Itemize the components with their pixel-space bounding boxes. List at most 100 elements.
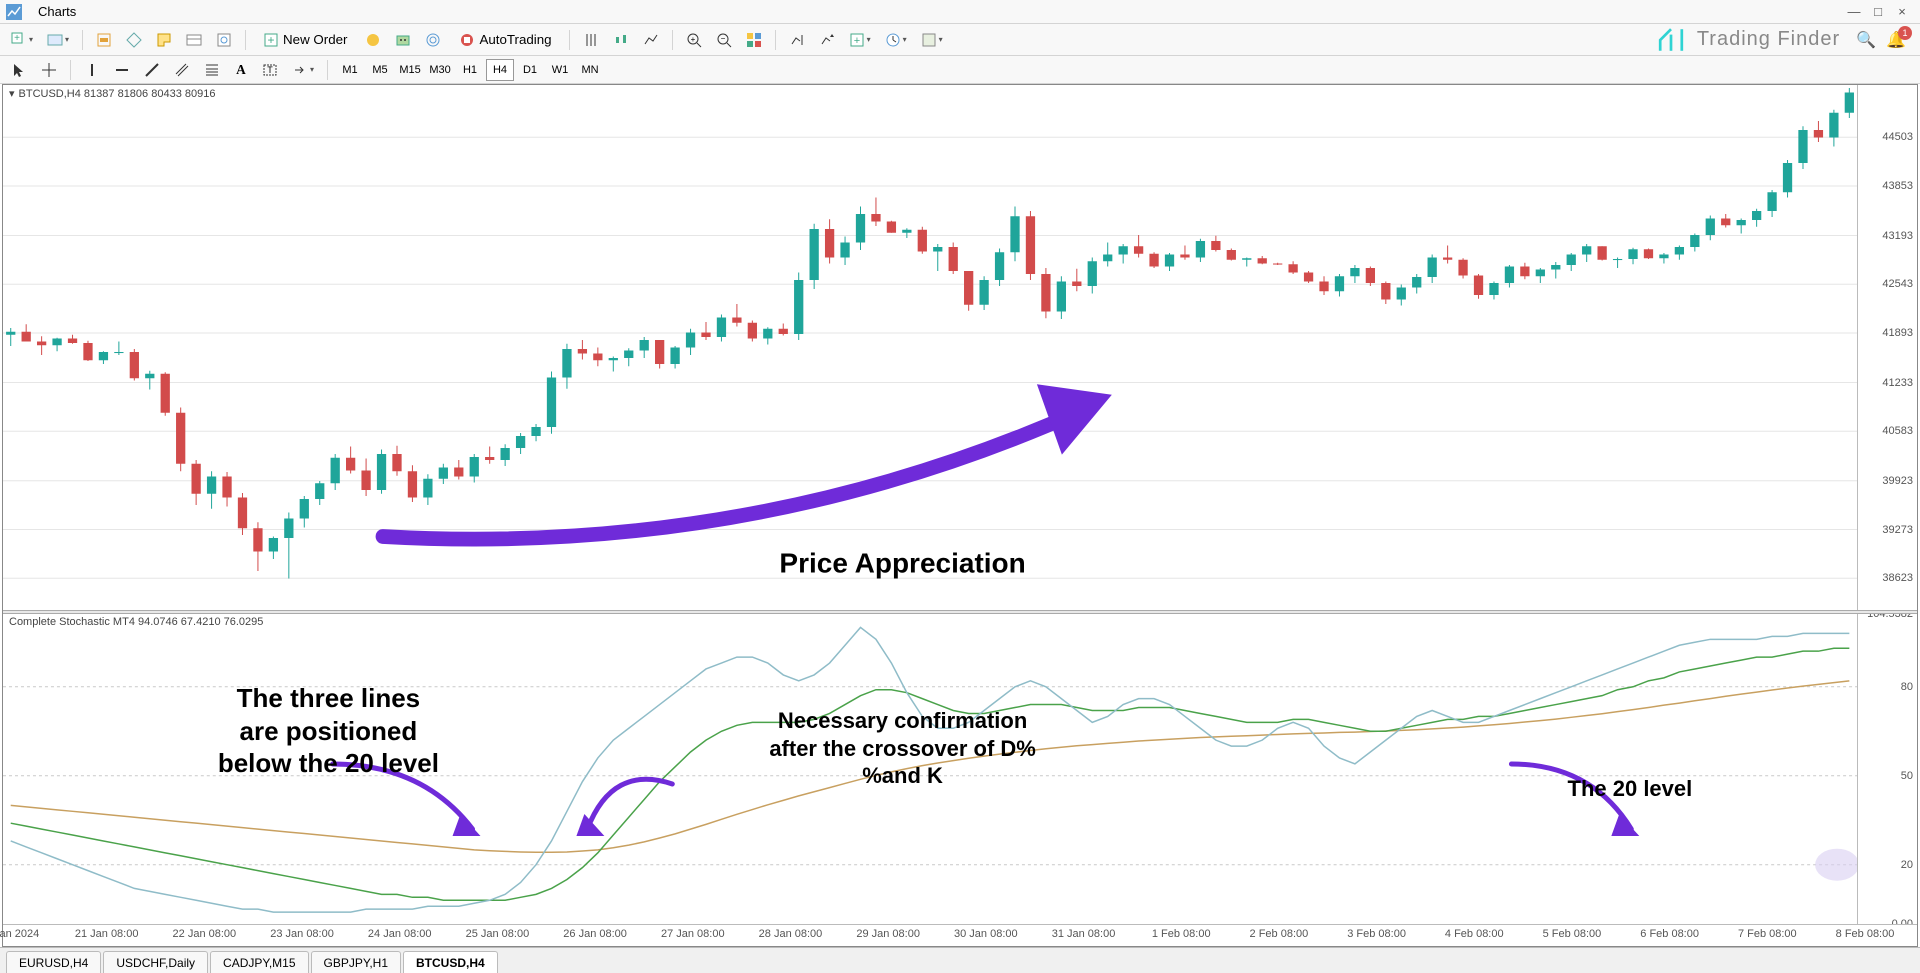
timeframe-m15[interactable]: M15: [396, 59, 424, 81]
menu-bar: FileViewInsertChartsToolsWindowHelp — □ …: [0, 0, 1920, 24]
x-tick: 20 Jan 2024: [0, 928, 39, 940]
x-tick: 22 Jan 08:00: [173, 928, 237, 940]
vertical-line-button[interactable]: [79, 58, 105, 82]
market-watch-button[interactable]: [91, 28, 117, 52]
x-tick: 4 Feb 08:00: [1445, 928, 1504, 940]
signals-button[interactable]: [420, 28, 446, 52]
menu-charts[interactable]: Charts: [30, 2, 92, 21]
x-tick: 26 Jan 08:00: [563, 928, 627, 940]
chevron-down-icon[interactable]: ▾: [9, 87, 15, 100]
price-ytick: 40583: [1882, 425, 1913, 437]
x-tick: 7 Feb 08:00: [1738, 928, 1797, 940]
svg-text:+: +: [268, 33, 275, 47]
tab-cadjpy-m15[interactable]: CADJPY,M15: [210, 951, 308, 973]
svg-text:+: +: [853, 35, 859, 47]
timeframe-h1[interactable]: H1: [456, 59, 484, 81]
x-tick: 2 Feb 08:00: [1250, 928, 1309, 940]
new-chart-button[interactable]: +▾: [6, 28, 38, 52]
brand-text: Trading Finder: [1697, 28, 1840, 51]
price-ytick: 43193: [1882, 230, 1913, 242]
horizontal-line-button[interactable]: [109, 58, 135, 82]
price-ytick: 38623: [1882, 572, 1913, 584]
indicator-ytick: 104.5382: [1867, 614, 1913, 620]
shift-end-button[interactable]: [784, 28, 810, 52]
x-tick: 21 Jan 08:00: [75, 928, 139, 940]
indicators-button[interactable]: +▾: [844, 28, 876, 52]
metaquotes-button[interactable]: [360, 28, 386, 52]
indicator-ytick: 80: [1901, 681, 1913, 693]
fibonacci-button[interactable]: [199, 58, 225, 82]
auto-scroll-button[interactable]: [814, 28, 840, 52]
close-button[interactable]: ×: [1894, 4, 1910, 19]
brand-logo: Trading Finder: [1653, 22, 1840, 58]
price-ytick: 43853: [1882, 180, 1913, 192]
terminal-button[interactable]: [181, 28, 207, 52]
x-tick: 28 Jan 08:00: [759, 928, 823, 940]
strategy-tester-button[interactable]: [211, 28, 237, 52]
price-pane-label: ▾ BTCUSD,H4 81387 81806 80433 80916: [3, 85, 221, 102]
maximize-button[interactable]: □: [1870, 4, 1886, 19]
tab-eurusd-h4[interactable]: EURUSD,H4: [6, 951, 101, 973]
autotrading-button[interactable]: AutoTrading: [450, 28, 560, 52]
tile-windows-button[interactable]: [741, 28, 767, 52]
drawing-toolbar: A T ▾ M1M5M15M30H1H4D1W1MN: [0, 56, 1920, 84]
x-tick: 5 Feb 08:00: [1543, 928, 1602, 940]
indicator-ytick: 50: [1901, 770, 1913, 782]
timeframe-h4[interactable]: H4: [486, 59, 514, 81]
search-icon[interactable]: 🔍: [1856, 30, 1876, 50]
profiles-button[interactable]: ▾: [42, 28, 74, 52]
timeframe-mn[interactable]: MN: [576, 59, 604, 81]
bar-chart-button[interactable]: [578, 28, 604, 52]
tab-btcusd-h4[interactable]: BTCUSD,H4: [403, 951, 498, 973]
periodicity-button[interactable]: ▾: [880, 28, 912, 52]
x-tick: 6 Feb 08:00: [1640, 928, 1699, 940]
x-tick: 27 Jan 08:00: [661, 928, 725, 940]
time-axis: 20 Jan 202421 Jan 08:0022 Jan 08:0023 Ja…: [3, 924, 1917, 946]
equidistant-channel-button[interactable]: [169, 58, 195, 82]
autotrading-label: AutoTrading: [479, 32, 551, 47]
chart-container: ▾ BTCUSD,H4 81387 81806 80433 80916 3862…: [2, 84, 1918, 947]
new-order-button[interactable]: +New Order: [254, 28, 356, 52]
main-toolbar: +▾ ▾ +New Order AutoTrading + − +▾ ▾ ▾ T…: [0, 24, 1920, 56]
indicator-svg: [3, 614, 1917, 924]
tab-usdchf-daily[interactable]: USDCHF,Daily: [103, 951, 208, 973]
price-chart-pane[interactable]: ▾ BTCUSD,H4 81387 81806 80433 80916 3862…: [3, 85, 1917, 610]
cursor-button[interactable]: [6, 58, 32, 82]
svg-text:T: T: [267, 65, 273, 75]
x-tick: 29 Jan 08:00: [856, 928, 920, 940]
timeframe-m5[interactable]: M5: [366, 59, 394, 81]
data-window-button[interactable]: [121, 28, 147, 52]
timeframe-m1[interactable]: M1: [336, 59, 364, 81]
text-button[interactable]: A: [229, 58, 253, 82]
chart-tabs: EURUSD,H4USDCHF,DailyCADJPY,M15GBPJPY,H1…: [0, 947, 1920, 973]
line-chart-button[interactable]: [638, 28, 664, 52]
notifications-button[interactable]: 🔔 1: [1886, 30, 1906, 50]
x-tick: 8 Feb 08:00: [1836, 928, 1895, 940]
indicator-pane[interactable]: Complete Stochastic MT4 94.0746 67.4210 …: [3, 614, 1917, 924]
zoom-out-button[interactable]: −: [711, 28, 737, 52]
navigator-button[interactable]: [151, 28, 177, 52]
minimize-button[interactable]: —: [1846, 4, 1862, 19]
price-ytick: 41893: [1882, 327, 1913, 339]
text-label-button[interactable]: T: [257, 58, 283, 82]
svg-text:−: −: [720, 34, 725, 43]
app-window: FileViewInsertChartsToolsWindowHelp — □ …: [0, 0, 1920, 973]
candle-chart-button[interactable]: [608, 28, 634, 52]
expert-advisors-button[interactable]: [390, 28, 416, 52]
x-tick: 31 Jan 08:00: [1052, 928, 1116, 940]
arrows-button[interactable]: ▾: [287, 58, 319, 82]
price-ytick: 42543: [1882, 278, 1913, 290]
zoom-in-button[interactable]: +: [681, 28, 707, 52]
trendline-button[interactable]: [139, 58, 165, 82]
timeframe-m30[interactable]: M30: [426, 59, 454, 81]
window-controls: — □ ×: [1846, 4, 1914, 19]
notifications-badge: 1: [1898, 26, 1912, 40]
x-tick: 24 Jan 08:00: [368, 928, 432, 940]
tab-gbpjpy-h1[interactable]: GBPJPY,H1: [311, 951, 401, 973]
timeframe-w1[interactable]: W1: [546, 59, 574, 81]
templates-button[interactable]: ▾: [916, 28, 948, 52]
timeframe-d1[interactable]: D1: [516, 59, 544, 81]
price-ytick: 39273: [1882, 524, 1913, 536]
x-tick: 30 Jan 08:00: [954, 928, 1018, 940]
crosshair-button[interactable]: [36, 58, 62, 82]
